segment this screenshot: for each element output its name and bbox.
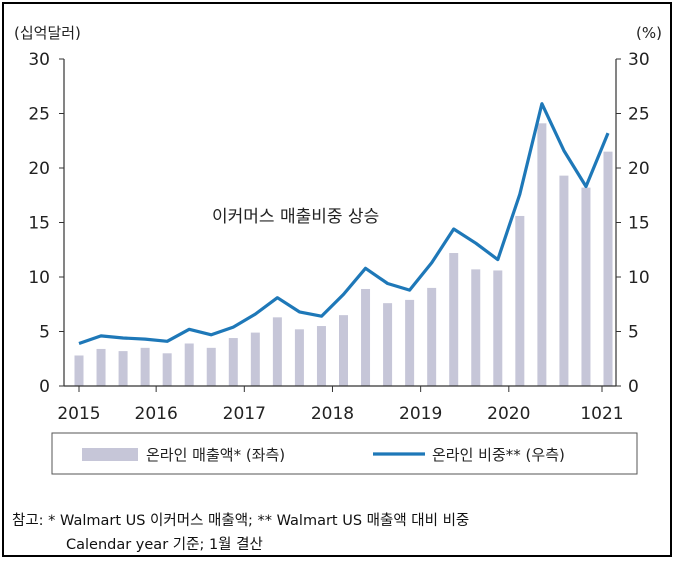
x-tick-label: 2017: [223, 404, 266, 424]
bar-3Q16: [206, 347, 216, 386]
bar-2Q15: [96, 348, 106, 386]
legend-bar-swatch: [82, 448, 138, 461]
bar-1Q18: [339, 315, 348, 386]
footnote-line-2: Calendar year 기준; 1월 결산: [66, 537, 263, 553]
x-tick-label: 2019: [399, 404, 442, 424]
right-tick-label: 30: [628, 50, 650, 70]
bar-4Q19: [493, 270, 503, 386]
bar-4Q16: [228, 338, 238, 386]
bar-2Q19: [449, 253, 459, 386]
bar-4Q17: [316, 326, 326, 386]
bar-1Q17: [250, 332, 260, 386]
bar-4Q15: [140, 347, 150, 386]
left-tick-label: 10: [28, 268, 50, 288]
right-tick-label: 5: [628, 323, 639, 343]
bar-3Q18: [383, 303, 393, 386]
online-share-line: [78, 102, 610, 346]
left-tick-label: 20: [28, 159, 50, 179]
right-axis-unit: (%): [636, 24, 662, 42]
bar-2Q16: [184, 343, 194, 386]
bar-3Q15: [118, 351, 128, 386]
left-tick-label: 25: [28, 105, 50, 125]
bar-2Q17: [272, 317, 282, 386]
x-tick-label: 2018: [311, 404, 354, 424]
right-tick-label: 15: [628, 214, 650, 234]
bar-4Q20: [581, 187, 591, 386]
left-tick-label: 0: [39, 377, 50, 397]
x-tick-label: 2020: [487, 404, 530, 424]
right-tick-label: 0: [628, 377, 639, 397]
figure-frame: (십억달러) (%) 0 5 10 15 20 25 30 0 5 10 15 20 25 30 201…: [2, 2, 672, 557]
bar-1Q15: [74, 355, 84, 386]
bar-4Q18: [405, 299, 415, 386]
legend-line-label: 온라인 비중** (우측): [432, 446, 565, 464]
bar-1Q19: [427, 287, 437, 386]
right-tick-label: 25: [628, 105, 650, 125]
x-tick-label: 1021: [580, 404, 623, 424]
right-tick-label: 10: [628, 268, 650, 288]
bar-2Q18: [361, 288, 371, 386]
left-tick-label: 15: [28, 214, 50, 234]
legend-box: [51, 432, 638, 475]
left-axis-unit: (십억달러): [14, 24, 81, 42]
bar-1Q21: [603, 151, 613, 386]
bar-3Q20: [559, 175, 569, 386]
left-tick-label: 30: [28, 50, 50, 70]
bar-3Q17: [294, 329, 304, 386]
right-tick-label: 20: [628, 159, 650, 179]
x-tick-label: 2016: [135, 404, 178, 424]
bar-1Q16: [162, 353, 172, 386]
chart-svg: (십억달러) (%) 0 5 10 15 20 25 30 0 5 10 15 20 25 30 201…: [14, 24, 662, 475]
annotation-text: 이커머스 매출비중 상승: [212, 207, 379, 227]
x-tick-label: 2015: [57, 404, 100, 424]
bar-3Q19: [471, 269, 481, 386]
footnote-line-1: 참고: * Walmart US 이커머스 매출액; ** Walmart US…: [12, 513, 470, 529]
left-tick-label: 5: [39, 323, 50, 343]
bar-1Q20: [515, 215, 525, 386]
bar-2Q20: [537, 123, 547, 386]
legend-bar-label: 온라인 매출액* (좌측): [146, 446, 285, 464]
